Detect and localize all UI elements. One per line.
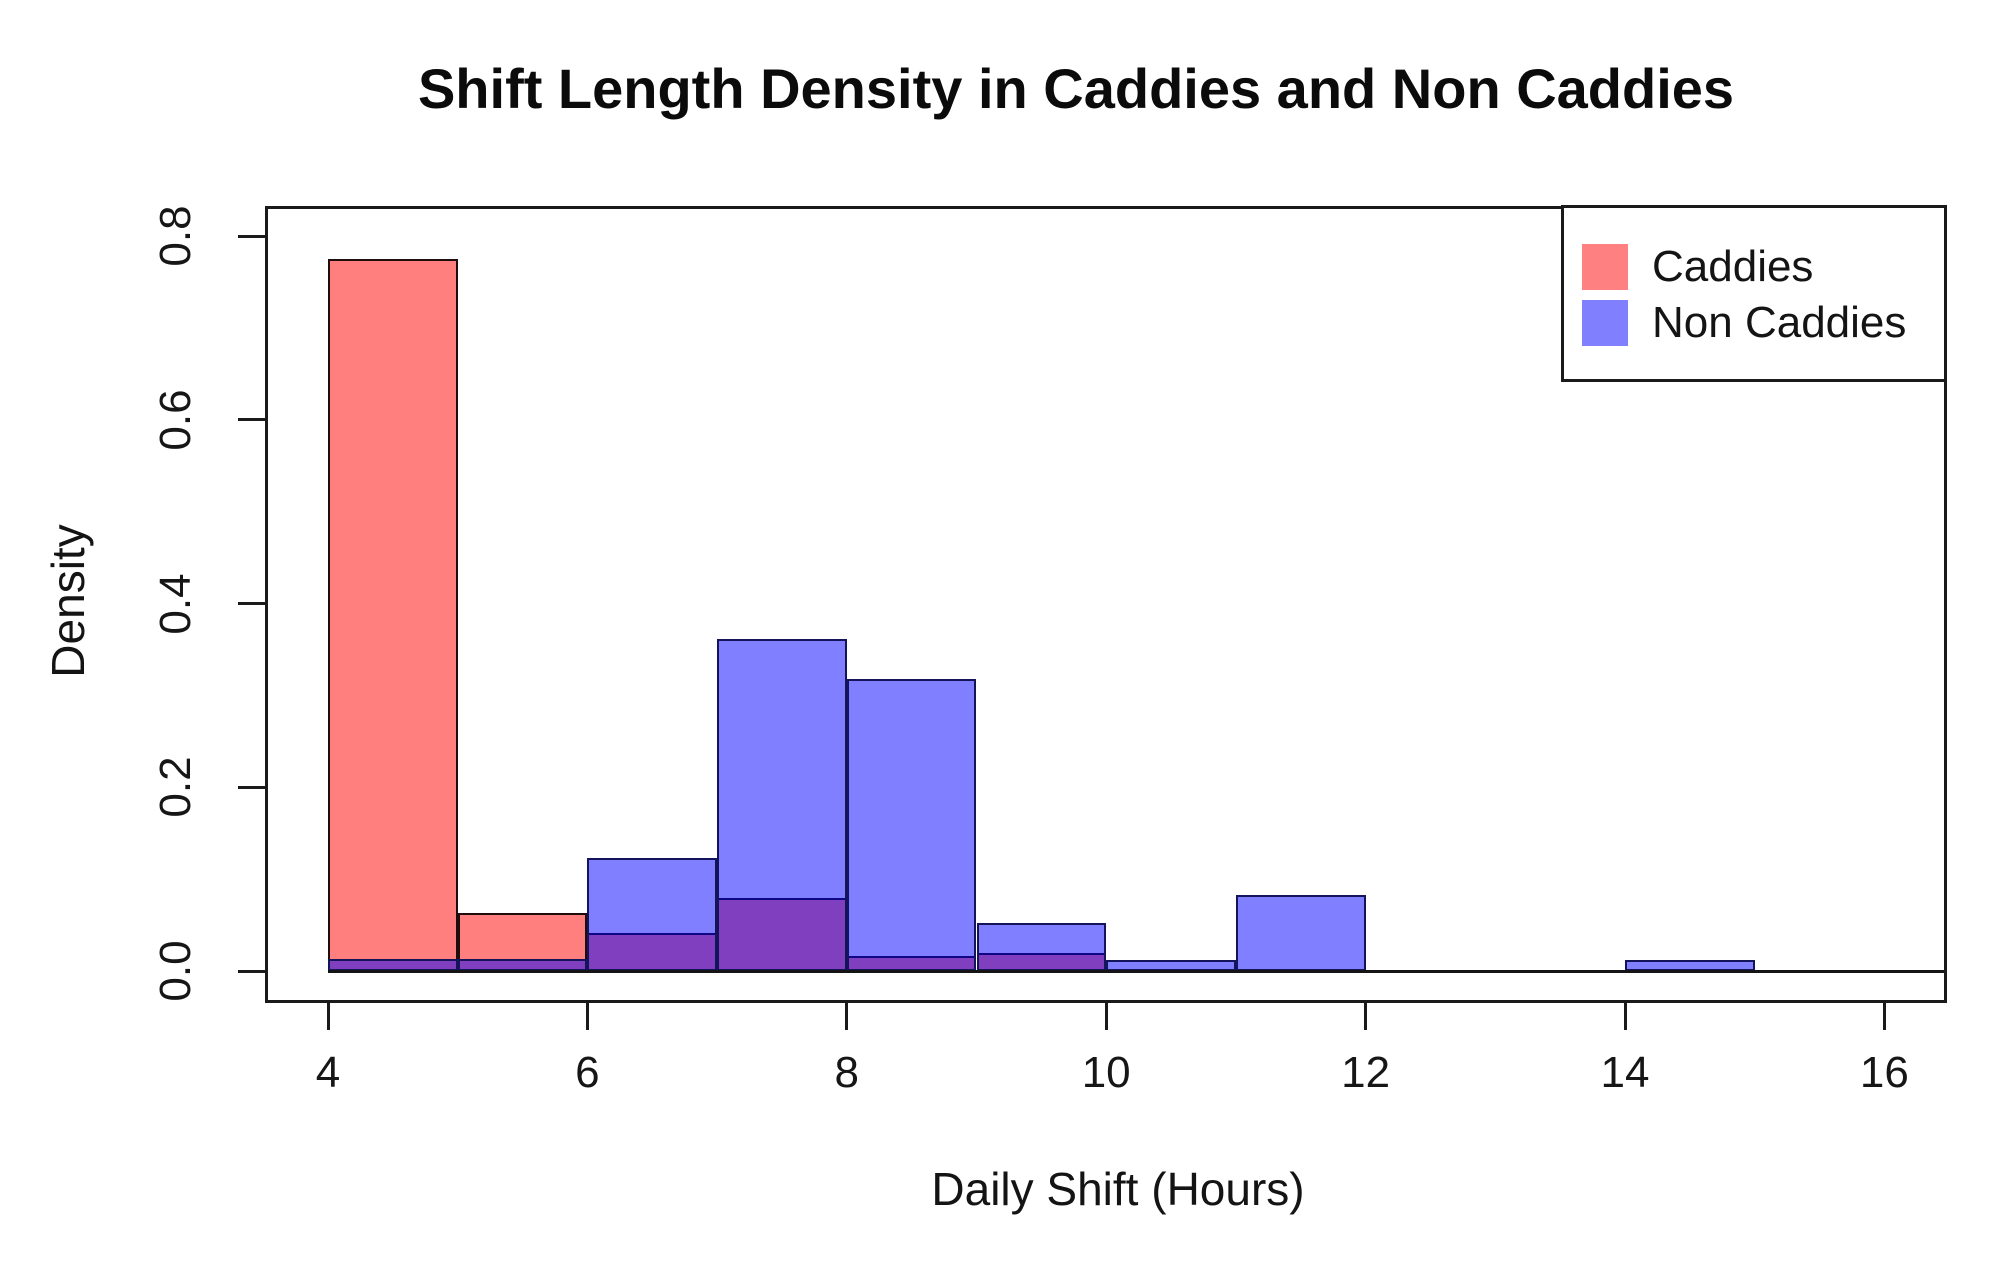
x-tick-14 — [1623, 1003, 1627, 1030]
x-tick-label-12: 12 — [1341, 1048, 1391, 1097]
legend-label-non-caddies: Non Caddies — [1652, 298, 1907, 347]
y-tick-0.4 — [238, 602, 265, 605]
y-tick-label-0.4: 0.4 — [151, 572, 200, 635]
y-tick-label-0.0: 0.0 — [151, 940, 200, 1002]
y-tick-label-0.2: 0.2 — [151, 756, 200, 818]
histogram-baseline — [328, 970, 1947, 973]
hist-bar-non-caddies-4-5 — [328, 959, 458, 971]
legend: Caddies Non Caddies — [1561, 205, 1947, 382]
x-tick-16 — [1882, 1003, 1886, 1030]
y-tick-0.2 — [238, 785, 265, 789]
y-tick-0.0 — [238, 969, 265, 973]
x-tick-label-10: 10 — [1081, 1048, 1131, 1097]
legend-swatch-non-caddies-icon — [1582, 300, 1628, 346]
y-tick-0.8 — [238, 234, 265, 238]
legend-row-caddies: Caddies — [1582, 244, 1813, 290]
x-tick-8 — [845, 1003, 849, 1030]
y-tick-label-0.6: 0.6 — [151, 389, 200, 451]
y-axis-label: Density — [42, 524, 94, 678]
x-tick-label-16: 16 — [1859, 1048, 1909, 1097]
hist-bar-non-caddies-10-11 — [1106, 959, 1236, 971]
y-tick-0.6 — [238, 418, 265, 422]
x-axis-label: Daily Shift (Hours) — [931, 1163, 1305, 1215]
x-tick-label-8: 8 — [834, 1048, 860, 1097]
hist-bar-non-caddies-9-10 — [976, 923, 1107, 971]
hist-bar-non-caddies-11-12 — [1235, 894, 1366, 971]
chart-title: Shift Length Density in Caddies and Non … — [417, 57, 1735, 120]
x-tick-4 — [326, 1003, 330, 1030]
hist-bar-non-caddies-5-6 — [457, 959, 588, 971]
x-tick-label-6: 6 — [575, 1048, 600, 1097]
hist-bar-non-caddies-8-9 — [846, 678, 977, 971]
legend-row-non-caddies: Non Caddies — [1582, 300, 1906, 346]
x-tick-label-4: 4 — [315, 1048, 341, 1097]
hist-bar-non-caddies-6-7 — [587, 857, 718, 971]
x-tick-6 — [585, 1003, 589, 1030]
hist-bar-non-caddies-7-8 — [717, 639, 847, 971]
y-tick-label-0.8: 0.8 — [151, 205, 200, 267]
hist-bar-caddies-4-5 — [328, 258, 458, 971]
legend-swatch-caddies-icon — [1582, 244, 1628, 290]
x-tick-10 — [1104, 1003, 1108, 1030]
hist-bar-non-caddies-14-15 — [1625, 959, 1755, 971]
x-tick-label-14: 14 — [1600, 1048, 1650, 1097]
x-tick-12 — [1364, 1003, 1368, 1030]
legend-label-caddies: Caddies — [1652, 242, 1814, 291]
